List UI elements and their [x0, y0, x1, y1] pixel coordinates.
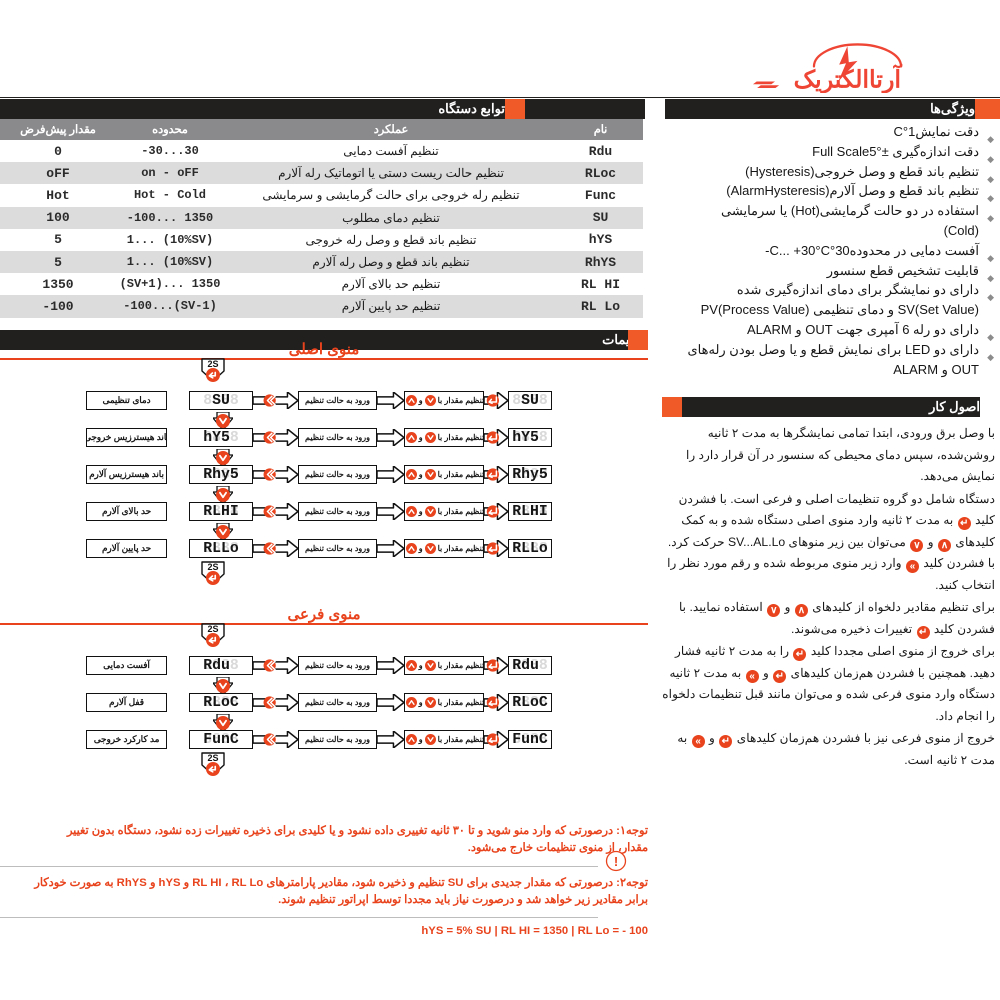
svg-text:!: ! — [614, 854, 618, 869]
svg-text:آرتاالکتریک: آرتاالکتریک — [794, 64, 903, 94]
